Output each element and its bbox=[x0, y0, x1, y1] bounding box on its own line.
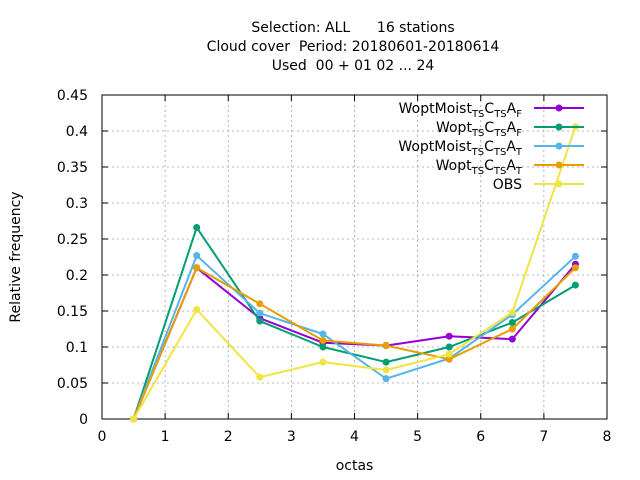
legend-marker bbox=[555, 142, 563, 150]
x-tick-label: 8 bbox=[603, 429, 612, 445]
data-point bbox=[256, 317, 264, 325]
title-line-1: Selection: ALL 16 stations bbox=[251, 20, 454, 36]
y-tick-label: 0.45 bbox=[57, 88, 88, 104]
legend-item-3: WoptMoistTSCTSAT bbox=[398, 139, 584, 158]
legend-label: WoptTSCTSAT bbox=[436, 158, 523, 177]
legend-item-1: WoptMoistTSCTSAF bbox=[399, 101, 584, 120]
legend-marker bbox=[555, 180, 563, 188]
series bbox=[130, 123, 579, 423]
x-tick-label: 3 bbox=[287, 429, 296, 445]
legend-marker bbox=[555, 104, 563, 112]
series-line bbox=[132, 254, 577, 420]
series-2 bbox=[130, 223, 579, 423]
chart-title: Selection: ALL 16 stations Cloud cover Pe… bbox=[207, 20, 500, 74]
data-point bbox=[319, 337, 327, 345]
data-point bbox=[382, 342, 390, 350]
y-tick-label: 0 bbox=[79, 412, 88, 428]
y-tick-label: 0.15 bbox=[57, 304, 88, 320]
series-line bbox=[132, 263, 577, 420]
legend-label: OBS bbox=[493, 177, 522, 193]
legend-item-5: OBS bbox=[493, 177, 584, 193]
data-point bbox=[193, 223, 201, 231]
x-tick-label: 1 bbox=[161, 429, 170, 445]
series-5 bbox=[130, 123, 579, 423]
data-point bbox=[256, 309, 264, 317]
data-point bbox=[256, 300, 264, 308]
x-tick-label: 4 bbox=[350, 429, 359, 445]
title-line-2: Cloud cover Period: 20180601-20180614 bbox=[207, 39, 500, 55]
y-tick-label: 0.4 bbox=[66, 124, 88, 140]
y-axis-label: Relative frequency bbox=[8, 191, 24, 322]
series-line bbox=[132, 226, 576, 420]
x-tick-label: 5 bbox=[413, 429, 422, 445]
data-point bbox=[319, 343, 327, 351]
data-point bbox=[445, 332, 453, 340]
y-tick-label: 0.1 bbox=[66, 340, 88, 356]
data-point bbox=[445, 343, 453, 351]
data-point bbox=[508, 325, 516, 333]
x-tick-label: 6 bbox=[476, 429, 485, 445]
series-line bbox=[132, 266, 577, 420]
title-line-3: Used 00 + 01 02 ... 24 bbox=[272, 58, 435, 74]
data-point bbox=[508, 335, 516, 343]
legend-marker bbox=[555, 161, 563, 169]
y-tick-label: 0.2 bbox=[66, 268, 88, 284]
series-4 bbox=[130, 264, 579, 423]
data-point bbox=[319, 330, 327, 338]
data-point bbox=[508, 319, 516, 327]
y-tick-label: 0.05 bbox=[57, 376, 88, 392]
data-point bbox=[571, 264, 579, 272]
data-point bbox=[445, 350, 453, 358]
data-point bbox=[382, 366, 390, 374]
x-tick-label: 0 bbox=[98, 429, 107, 445]
data-point bbox=[193, 264, 201, 272]
data-point bbox=[193, 252, 201, 260]
x-tick-label: 2 bbox=[224, 429, 233, 445]
data-point bbox=[193, 306, 201, 314]
y-tick-label: 0.25 bbox=[57, 232, 88, 248]
data-point bbox=[130, 415, 138, 423]
data-point bbox=[571, 281, 579, 289]
data-point bbox=[445, 355, 453, 363]
x-axis-label: octas bbox=[336, 458, 374, 474]
data-point bbox=[508, 308, 516, 316]
legend-label: WoptMoistTSCTSAF bbox=[399, 101, 523, 120]
legend-item-2: WoptTSCTSAF bbox=[436, 120, 584, 139]
data-point bbox=[382, 375, 390, 383]
legend: WoptMoistTSCTSAFWoptTSCTSAFWoptMoistTSCT… bbox=[398, 101, 584, 193]
legend-marker bbox=[555, 123, 563, 131]
y-tick-label: 0.35 bbox=[57, 160, 88, 176]
axis-ticks: 0 1 2 3 4 5 6 7 8 0 0.05 0.1 0.15 0.2 0.25 0.3 0.35 0.4 0.… bbox=[57, 88, 612, 445]
data-point bbox=[571, 252, 579, 260]
legend-label: WoptMoistTSCTSAT bbox=[398, 139, 523, 158]
data-point bbox=[319, 358, 327, 366]
x-tick-label: 7 bbox=[539, 429, 548, 445]
y-tick-label: 0.3 bbox=[66, 196, 88, 212]
legend-item-4: WoptTSCTSAT bbox=[436, 158, 584, 177]
data-point bbox=[382, 358, 390, 366]
series-line bbox=[132, 126, 577, 420]
data-point bbox=[256, 373, 264, 381]
grid bbox=[102, 95, 607, 419]
legend-label: WoptTSCTSAF bbox=[436, 120, 522, 139]
